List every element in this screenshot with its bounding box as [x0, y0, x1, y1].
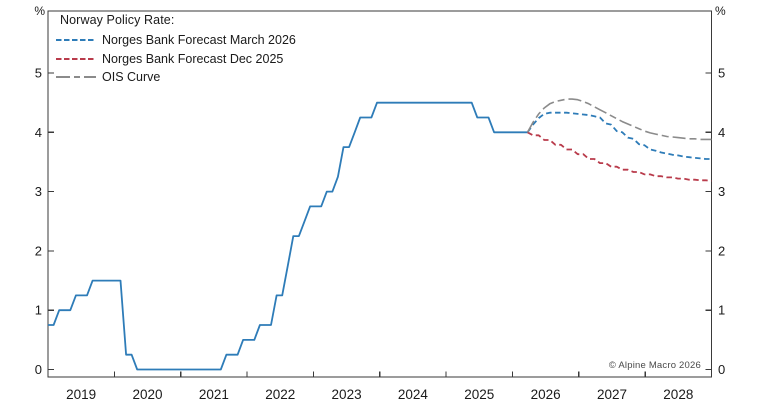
x-axis-label: 2026	[531, 387, 561, 402]
x-axis-label: 2020	[133, 387, 163, 402]
x-axis-label: 2022	[265, 387, 295, 402]
y-axis-label-left: 2	[35, 243, 42, 258]
y-axis-label-right: 1	[718, 303, 725, 318]
y-axis-unit-right: %	[715, 4, 726, 18]
x-axis-label: 2024	[398, 387, 429, 402]
series-policy-rate-history-	[48, 101, 528, 371]
y-axis-label-left: 4	[35, 125, 42, 140]
copyright: © Alpine Macro 2026	[608, 360, 701, 371]
series-norges-bank-forecast-march-2026	[526, 111, 712, 160]
legend-swatch-dashed-icon	[56, 39, 96, 42]
y-axis-label-left: 3	[35, 184, 42, 199]
x-axis-label: 2023	[332, 387, 362, 402]
legend-item-label: Norges Bank Forecast Dec 2025	[102, 51, 284, 66]
legend-items: Norges Bank Forecast March 2026 Norges Ba…	[56, 31, 296, 87]
y-axis-label-right: 4	[718, 125, 725, 140]
y-axis-label-left: 1	[35, 303, 42, 318]
x-axis-label: 2021	[199, 387, 229, 402]
y-axis-label-right: 3	[718, 184, 725, 199]
y-axis-label-right: 2	[718, 243, 725, 258]
y-axis-label-right: 5	[718, 66, 725, 81]
y-axis-label-left: 0	[35, 362, 42, 377]
x-axis-label: 2019	[66, 387, 96, 402]
legend-item-label: Norges Bank Forecast March 2026	[102, 33, 296, 48]
legend-swatch-dashed-icon	[56, 57, 96, 60]
legend-title: Norway Policy Rate:	[60, 13, 175, 27]
legend-item-1: Norges Bank Forecast Dec 2025	[56, 50, 296, 69]
x-axis-label: 2028	[663, 387, 693, 402]
series-norges-bank-forecast-dec-2025	[527, 131, 712, 182]
legend-swatch-longdash-icon	[56, 76, 96, 79]
y-axis-label-left: 5	[35, 66, 42, 81]
y-axis-unit-left: %	[34, 4, 45, 18]
y-axis-label-right: 0	[718, 362, 725, 377]
legend: Norway Policy Rate: Norges Bank Forecast…	[56, 13, 296, 87]
legend-item-label: OIS Curve	[102, 70, 161, 85]
series-ois-curve	[526, 98, 712, 141]
x-axis-label: 2025	[464, 387, 494, 402]
legend-item-0: Norges Bank Forecast March 2026	[56, 31, 296, 50]
x-axis-label: 2027	[597, 387, 627, 402]
legend-item-2: OIS Curve	[56, 68, 296, 87]
